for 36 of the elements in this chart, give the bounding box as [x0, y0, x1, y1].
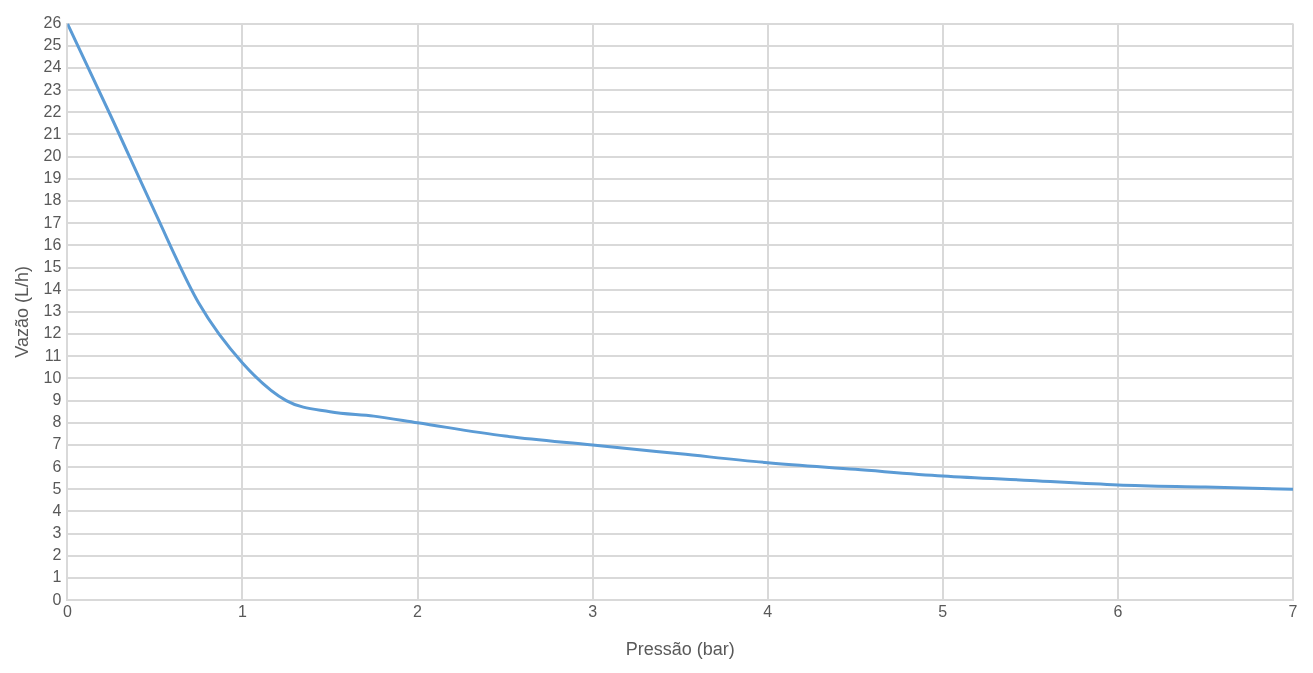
y-tick-label: 3	[52, 524, 62, 542]
y-tick-label: 6	[52, 457, 62, 475]
x-tick-label: 1	[238, 603, 248, 621]
y-tick-label: 16	[43, 235, 62, 253]
y-tick-label: 15	[43, 257, 62, 275]
y-tick-label: 4	[52, 501, 62, 519]
y-tick-label: 25	[43, 36, 62, 54]
y-tick-label: 13	[43, 302, 62, 320]
y-tick-label: 9	[52, 391, 62, 409]
x-tick-label: 5	[938, 603, 948, 621]
y-tick-label: 17	[43, 213, 62, 231]
y-tick-label: 1	[52, 568, 62, 586]
y-tick-label: 21	[43, 124, 62, 142]
y-tick-label: 7	[52, 435, 62, 453]
y-tick-label: 0	[52, 590, 62, 608]
y-tick-label: 5	[52, 479, 62, 497]
y-tick-label: 19	[43, 169, 62, 187]
x-axis-title: Pressão (bar)	[625, 639, 735, 660]
y-tick-label: 12	[43, 324, 62, 342]
y-tick-label: 8	[52, 413, 62, 431]
y-tick-label: 2	[52, 546, 62, 564]
x-tick-label: 7	[1288, 603, 1298, 621]
y-tick-label: 20	[43, 147, 62, 165]
y-tick-label: 24	[43, 58, 62, 76]
x-tick-label: 2	[413, 603, 423, 621]
y-tick-label: 18	[43, 191, 62, 209]
y-tick-label: 26	[43, 14, 62, 32]
x-tick-label: 6	[1113, 603, 1123, 621]
y-axis-title: Vazão (L/h)	[11, 266, 32, 358]
y-tick-label: 11	[44, 346, 62, 364]
y-tick-label: 22	[43, 102, 62, 120]
x-tick-label: 4	[763, 603, 773, 621]
x-tick-label: 3	[588, 603, 598, 621]
y-tick-label: 23	[43, 80, 62, 98]
y-tick-label: 14	[43, 280, 62, 298]
y-tick-label: 10	[43, 368, 62, 386]
